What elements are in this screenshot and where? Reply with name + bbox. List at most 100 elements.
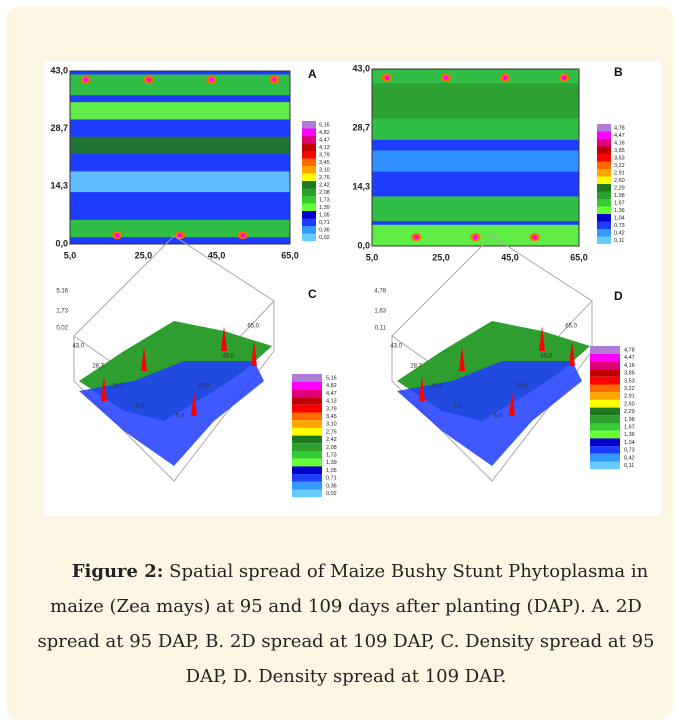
caption: Figure 2: Spatial spread of Maize Bushy … xyxy=(26,554,666,694)
legend-label: 0,36 xyxy=(319,227,330,233)
caption-text: Spatial spread of Maize Bushy Stunt Phyt… xyxy=(37,561,655,687)
legend-label: 3,85 xyxy=(614,148,625,154)
legend-swatch xyxy=(590,446,620,454)
contour-spot-core xyxy=(83,77,88,82)
legend-label: 1,04 xyxy=(614,215,625,221)
axis-3d-label: 28,7 xyxy=(92,364,104,370)
legend-label: 2,42 xyxy=(326,437,337,443)
legend-label: 1,05 xyxy=(319,212,330,218)
contour-band xyxy=(372,196,579,222)
contour-spot-core xyxy=(240,233,245,238)
legend-swatch xyxy=(590,461,620,470)
contour-base xyxy=(70,71,290,244)
legend-swatch xyxy=(292,435,322,444)
legend-label: 2,42 xyxy=(319,182,330,188)
legend-label: 2,60 xyxy=(624,401,635,407)
legend-label: 0,02 xyxy=(326,491,337,497)
y-tick-label: 0,0 xyxy=(55,238,68,248)
legend-swatch xyxy=(302,158,316,166)
legend-swatch xyxy=(590,361,620,370)
legend-swatch xyxy=(597,191,611,199)
surface-peak xyxy=(101,376,107,401)
box-edge xyxy=(73,301,275,482)
legend-swatch xyxy=(292,458,322,467)
legend-swatch xyxy=(302,203,316,211)
y-tick-label: 43,0 xyxy=(352,63,370,73)
x-tick-label: 65,0 xyxy=(570,252,588,262)
y-tick-label: 0,0 xyxy=(357,240,370,250)
legend-swatch xyxy=(292,489,322,498)
axis-3d-label: 0,0 xyxy=(454,404,463,410)
legend-label: 1,98 xyxy=(624,417,635,423)
legend-swatch xyxy=(302,143,316,151)
legend-swatch xyxy=(292,427,322,436)
legend-label: 4,13 xyxy=(319,145,330,151)
legend-swatch xyxy=(597,221,611,229)
axis-3d-label: 5,0 xyxy=(176,414,185,420)
legend-label: 1,67 xyxy=(624,424,635,430)
legend-label: 1,73 xyxy=(319,197,330,203)
legend-swatch xyxy=(597,124,611,132)
contour-band xyxy=(70,219,290,238)
legend-label: 4,78 xyxy=(624,347,635,353)
contour-band xyxy=(372,150,579,172)
axis-3d-label: 25,0 xyxy=(197,384,209,390)
legend-swatch xyxy=(590,384,620,393)
legend-label: 0,02 xyxy=(319,235,330,241)
surface-peak xyxy=(419,376,425,401)
x-tick-label: 45,0 xyxy=(501,252,519,262)
legend-label: 3,53 xyxy=(624,378,635,384)
surface-blue xyxy=(79,361,264,466)
legend-label: 4,13 xyxy=(326,399,337,405)
axis-3d-label: 5,0 xyxy=(494,414,503,420)
legend-label: 0,73 xyxy=(614,223,625,229)
legend-label: 1,36 xyxy=(614,208,625,214)
figure-image: 43,028,714,30,05,0 25,0 45,0 65,0A5,164,824… xyxy=(44,61,661,516)
legend-swatch xyxy=(302,173,316,181)
legend-label: 4,82 xyxy=(326,383,337,389)
legend-swatch xyxy=(292,381,322,390)
legend-label: 2,76 xyxy=(326,429,337,435)
surface-peak xyxy=(191,391,197,416)
contour-spot-core xyxy=(146,77,151,82)
legend-label: 0,42 xyxy=(624,455,635,461)
panel-letter: D xyxy=(614,289,623,303)
legend-swatch xyxy=(590,415,620,423)
contour-spot-core xyxy=(115,233,120,238)
legend-label: 1,73 xyxy=(326,452,337,458)
legend-swatch xyxy=(292,451,322,459)
axis-3d-label: 65,0 xyxy=(247,324,259,330)
legend-label: 0,42 xyxy=(614,230,625,236)
legend-label: 3,45 xyxy=(319,160,330,166)
legend-swatch xyxy=(597,131,611,139)
axis-3d-label: 1,73 xyxy=(56,309,68,315)
legend-swatch xyxy=(590,399,620,408)
legend-label: 0,73 xyxy=(624,448,635,454)
legend-swatch xyxy=(302,166,316,174)
legend-swatch xyxy=(590,423,620,431)
legend-label: 4,16 xyxy=(624,363,635,369)
axis-3d-label: 65,0 xyxy=(565,324,577,330)
legend-swatch xyxy=(597,229,611,237)
axis-3d-label: 4,78 xyxy=(374,289,386,295)
legend-label: 2,91 xyxy=(614,170,625,176)
legend-swatch xyxy=(597,139,611,147)
legend-swatch xyxy=(302,218,316,226)
legend-swatch xyxy=(302,151,316,159)
y-tick-label: 14,3 xyxy=(352,181,370,191)
legend-label: 5,16 xyxy=(319,122,330,128)
axis-3d-label: 45,0 xyxy=(540,354,552,360)
legend-swatch xyxy=(292,466,322,475)
legend-label: 3,22 xyxy=(614,163,625,169)
y-tick-label: 43,0 xyxy=(50,65,68,75)
legend-swatch xyxy=(590,369,620,377)
x-tick-label: 5,0 xyxy=(366,252,379,262)
contour-band xyxy=(70,136,290,155)
caption-label: Figure 2: xyxy=(71,561,164,582)
axis-3d-label: 14,3 xyxy=(430,384,442,390)
legend-swatch xyxy=(292,420,322,428)
surface-peak xyxy=(509,391,515,416)
legend-label: 1,04 xyxy=(624,440,635,446)
legend-label: 1,05 xyxy=(326,468,337,474)
legend-label: 3,53 xyxy=(614,155,625,161)
